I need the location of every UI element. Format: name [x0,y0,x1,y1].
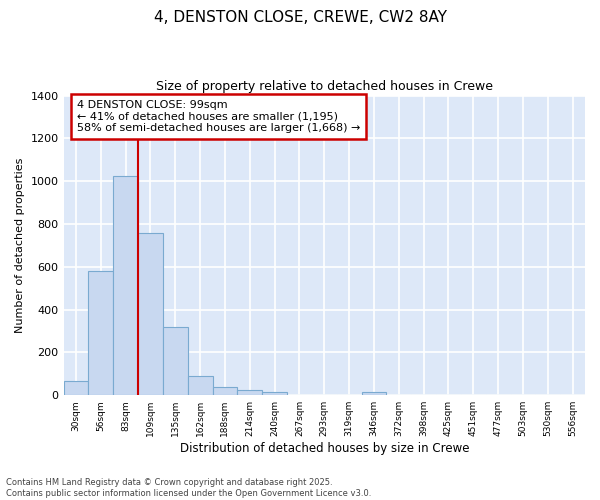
Bar [88,271,113,395]
Bar [163,326,188,395]
Bar [113,176,138,395]
Bar [362,392,386,395]
Text: 4, DENSTON CLOSE, CREWE, CW2 8AY: 4, DENSTON CLOSE, CREWE, CW2 8AY [154,10,446,25]
Bar [64,382,88,395]
Bar [138,232,163,395]
Bar [188,376,212,395]
X-axis label: Distribution of detached houses by size in Crewe: Distribution of detached houses by size … [179,442,469,455]
Bar [212,386,238,395]
Bar [238,390,262,395]
Text: 4 DENSTON CLOSE: 99sqm
← 41% of detached houses are smaller (1,195)
58% of semi-: 4 DENSTON CLOSE: 99sqm ← 41% of detached… [77,100,360,134]
Text: Contains HM Land Registry data © Crown copyright and database right 2025.
Contai: Contains HM Land Registry data © Crown c… [6,478,371,498]
Y-axis label: Number of detached properties: Number of detached properties [15,158,25,333]
Bar [262,392,287,395]
Title: Size of property relative to detached houses in Crewe: Size of property relative to detached ho… [156,80,493,93]
